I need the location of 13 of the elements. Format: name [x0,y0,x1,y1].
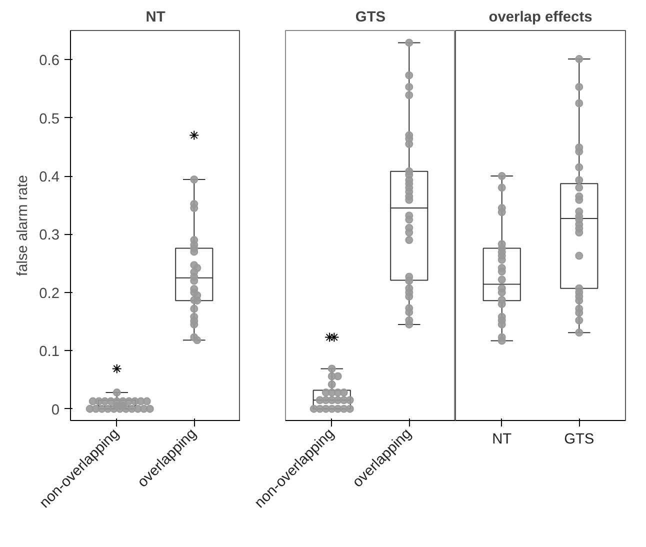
y-tick-label: 0.6 [39,53,60,70]
chart-title: NT [146,10,166,26]
y-tick-label: 0.1 [39,344,60,360]
y-tick-label: 0.2 [39,286,60,302]
y-tick-label: 0 [51,402,60,418]
y-tick-label: 0.4 [39,170,60,186]
x-tick-label: NT [492,432,512,448]
y-tick-label: 0.3 [39,228,60,244]
y-axis-title: false alarm rate [15,174,32,276]
chart-title: overlap effects [488,10,592,26]
x-tick-label: GTS [564,432,594,448]
chart-title: GTS [355,10,386,26]
y-tick-label: 0.5 [39,111,60,128]
